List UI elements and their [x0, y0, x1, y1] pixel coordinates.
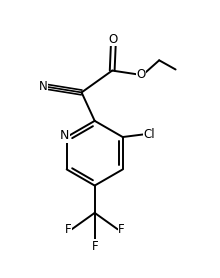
Text: Cl: Cl — [144, 128, 155, 141]
Text: N: N — [38, 80, 47, 93]
Text: F: F — [118, 223, 125, 236]
Text: F: F — [91, 240, 98, 253]
Text: O: O — [109, 33, 118, 46]
Text: O: O — [136, 68, 145, 81]
Text: F: F — [64, 223, 71, 236]
Text: N: N — [60, 130, 70, 142]
